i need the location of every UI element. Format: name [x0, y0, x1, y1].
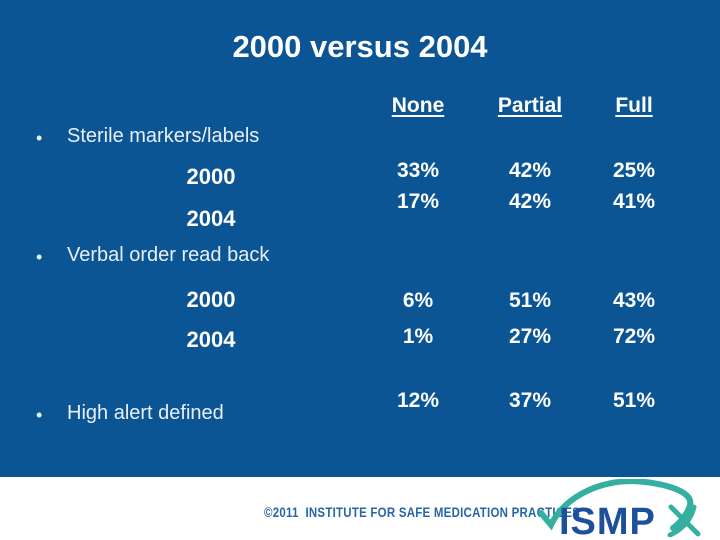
ismp-swoosh-icon [538, 479, 701, 537]
year-label-verbal-2000: 2000 [186, 287, 236, 312]
cell-high-alert-partial: 37% [508, 389, 552, 412]
bullet-text: High alert defined [67, 402, 224, 424]
bullet-verbal-order: • Verbal order read back [36, 244, 269, 270]
bullet-icon: • [36, 128, 43, 148]
slide-title: 2000 versus 2004 [232, 29, 488, 64]
cell-sterile-2000-full: 25% [612, 159, 656, 182]
cell-sterile-2004-full: 41% [612, 190, 656, 213]
cell-sterile-2004-partial: 42% [508, 190, 552, 213]
bullet-icon: • [36, 405, 43, 425]
cell-verbal-2004-full: 72% [612, 325, 656, 348]
cell-high-alert-none: 12% [396, 389, 440, 412]
cell-sterile-2000-partial: 42% [508, 159, 552, 182]
column-header-partial: Partial [497, 94, 563, 117]
cell-verbal-2000-full: 43% [612, 289, 656, 312]
cell-verbal-2004-none: 1% [402, 325, 434, 348]
column-header-none: None [391, 94, 445, 117]
cell-sterile-2000-none: 33% [396, 159, 440, 182]
cell-sterile-2004-none: 17% [396, 190, 440, 213]
bullet-sterile-markers: • Sterile markers/labels [36, 125, 259, 151]
column-header-full: Full [615, 94, 653, 117]
cell-verbal-2000-partial: 51% [508, 289, 552, 312]
bullet-icon: • [36, 247, 43, 267]
footer-bar: ©2011 INSTITUTE FOR SAFE MEDICATION PRAC… [0, 477, 720, 540]
copyright-text: ©2011 INSTITUTE FOR SAFE MEDICATION PRAC… [264, 504, 581, 520]
bullet-high-alert: • High alert defined [36, 402, 224, 428]
bullet-text: Sterile markers/labels [67, 125, 260, 147]
bullet-text: Verbal order read back [67, 244, 270, 266]
ismp-logo-text: ISMP [559, 501, 656, 537]
year-label-verbal-2004: 2004 [186, 327, 236, 352]
cell-high-alert-full: 51% [612, 389, 656, 412]
ismp-logo: ISMP [538, 479, 701, 537]
year-label-sterile-2000: 2000 [186, 164, 236, 189]
year-label-sterile-2004: 2004 [186, 206, 236, 231]
cell-verbal-2004-partial: 27% [508, 325, 552, 348]
cell-verbal-2000-none: 6% [402, 289, 434, 312]
